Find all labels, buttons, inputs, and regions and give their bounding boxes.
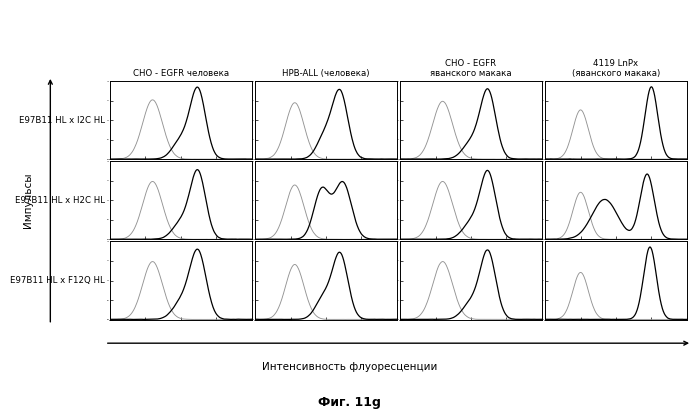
Text: Фиг. 11g: Фиг. 11g [318, 396, 381, 409]
Text: E97B11 HL x F12Q HL: E97B11 HL x F12Q HL [10, 276, 105, 285]
Text: Интенсивность флуоресценции: Интенсивность флуоресценции [262, 362, 437, 372]
Text: CHO - EGFR человека: CHO - EGFR человека [133, 69, 229, 78]
Text: E97B11 HL x I2C HL: E97B11 HL x I2C HL [19, 116, 105, 125]
Text: E97B11 HL x H2C HL: E97B11 HL x H2C HL [15, 196, 105, 205]
Text: CHO - EGFR
яванского макака: CHO - EGFR яванского макака [430, 59, 512, 78]
Text: HPB-ALL (человека): HPB-ALL (человека) [282, 69, 370, 78]
Text: Импульсы: Импульсы [23, 173, 33, 228]
Text: 4119 LnPx
(яванского макака): 4119 LnPx (яванского макака) [572, 59, 660, 78]
